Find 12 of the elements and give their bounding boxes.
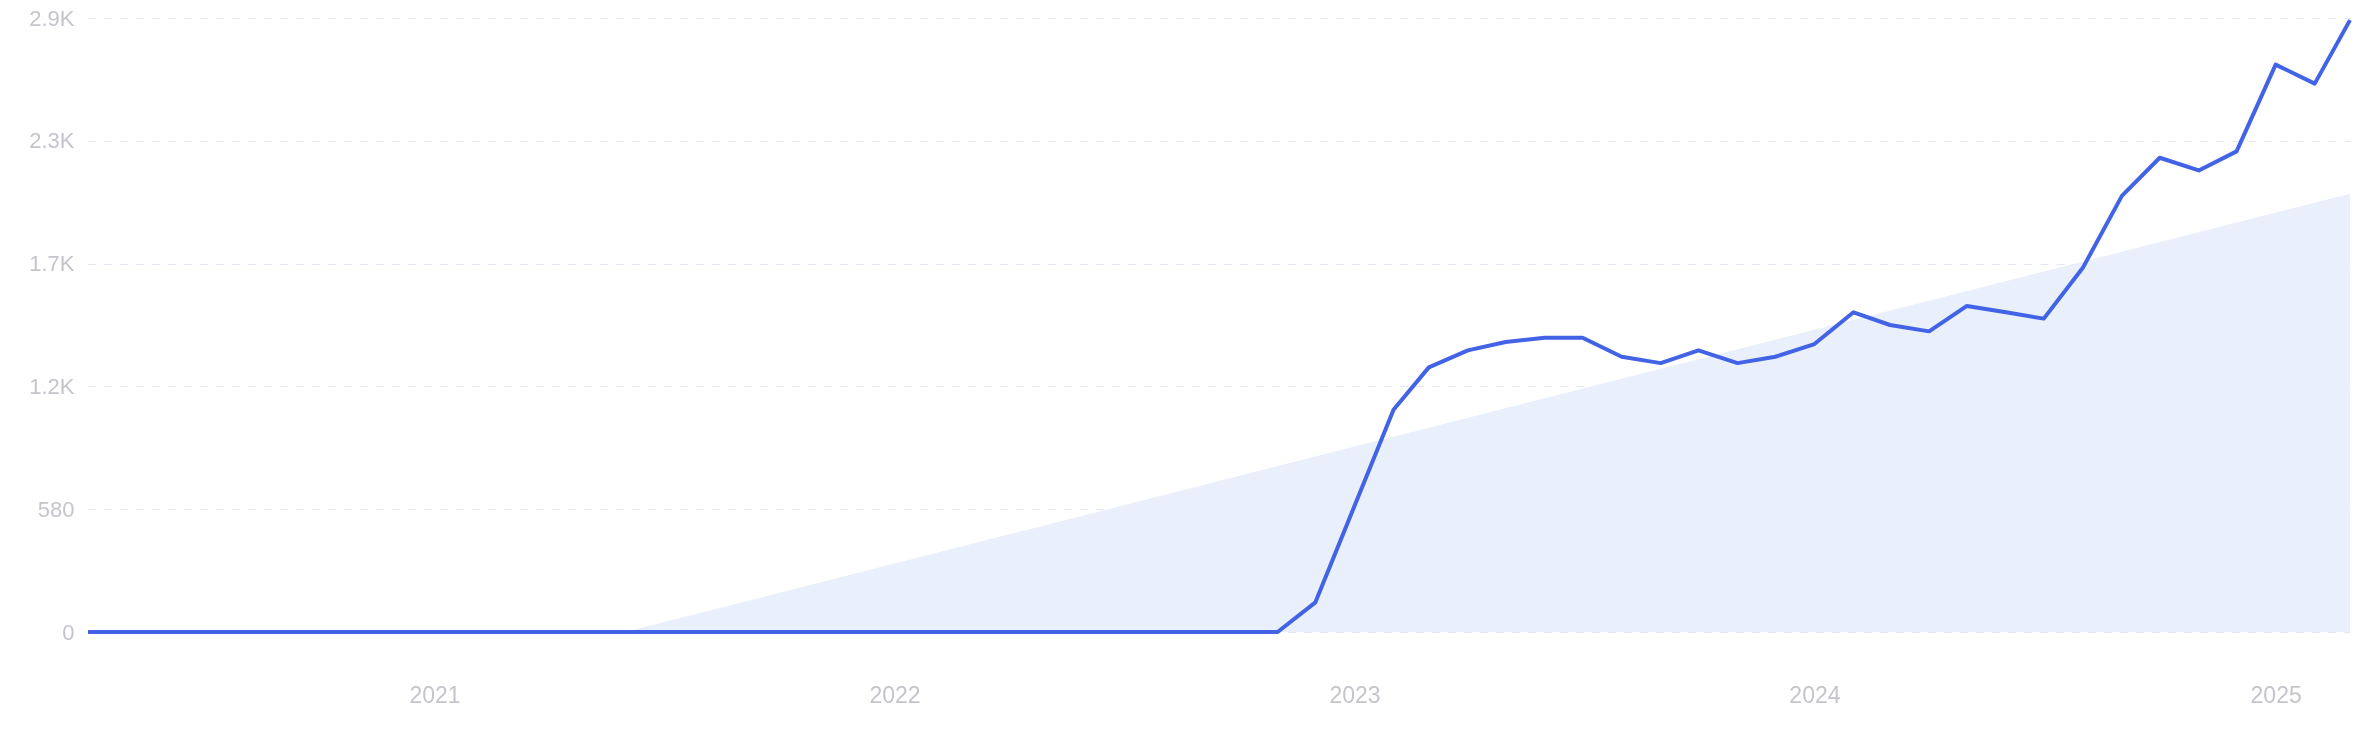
y-tick-label: 580 (37, 496, 75, 522)
y-tick-label: 0 (62, 619, 75, 645)
x-tick-label: 2023 (1329, 681, 1381, 708)
y-tick-label: 2.3K (29, 128, 75, 154)
y-tick-label: 2.9K (29, 5, 75, 31)
x-tick-label: 2022 (869, 681, 921, 708)
x-tick-label: 2025 (2250, 681, 2302, 708)
x-tick-label: 2021 (409, 681, 461, 708)
y-tick-label: 1.2K (29, 373, 75, 399)
x-tick-label: 2024 (1789, 681, 1841, 708)
line-series (86, 18, 2352, 634)
y-tick-label: 1.7K (29, 251, 75, 277)
